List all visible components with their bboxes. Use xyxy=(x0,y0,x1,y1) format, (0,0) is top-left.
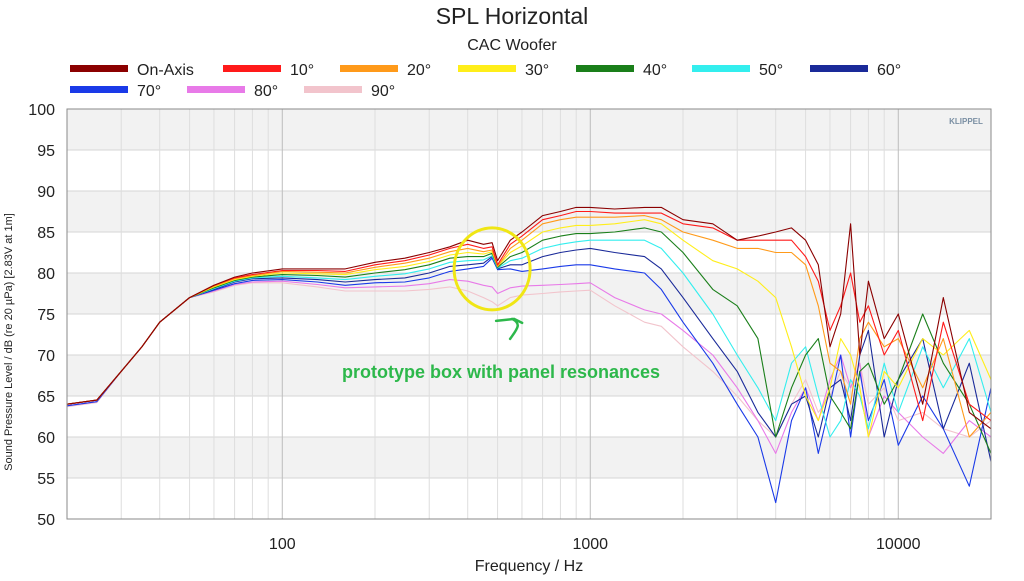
legend-swatch xyxy=(810,65,868,72)
legend-label: 60° xyxy=(877,62,901,79)
y-tick-label: 60 xyxy=(37,430,55,447)
y-tick-label: 65 xyxy=(37,389,55,406)
watermark-logo: KLIPPEL xyxy=(949,117,983,126)
y-tick-label: 95 xyxy=(37,143,55,160)
series-line-60 xyxy=(66,247,992,462)
legend-label: 90° xyxy=(371,83,395,100)
series-line-40 xyxy=(66,227,992,454)
legend-swatch xyxy=(692,65,750,72)
y-tick-label: 80 xyxy=(37,266,55,283)
y-tick-label: 50 xyxy=(37,512,55,529)
grid-band xyxy=(67,437,991,478)
chart-subtitle: CAC Woofer xyxy=(467,37,557,54)
plot-frame xyxy=(66,108,992,520)
series-line-70 xyxy=(66,257,992,504)
series-line-onaxis xyxy=(66,206,992,430)
y-tick-label: 85 xyxy=(37,225,55,242)
y-tick-label: 70 xyxy=(37,348,55,365)
x-tick-label: 100 xyxy=(269,536,296,553)
legend-label: 70° xyxy=(137,83,161,100)
legend-label: 50° xyxy=(759,62,783,79)
y-tick-label: 55 xyxy=(37,471,55,488)
legend-swatch xyxy=(223,65,281,72)
y-tick-label: 90 xyxy=(37,184,55,201)
legend-swatch xyxy=(576,65,634,72)
chart-title: SPL Horizontal xyxy=(436,3,589,29)
x-tick-label: 1000 xyxy=(572,536,608,553)
annotation-arrow xyxy=(494,317,524,341)
y-tick-label: 100 xyxy=(28,102,55,119)
annotation-circle xyxy=(452,226,532,312)
grid-band xyxy=(67,191,991,232)
legend-swatch xyxy=(70,65,128,72)
x-tick-label: 10000 xyxy=(876,536,921,553)
series-line-20 xyxy=(66,215,992,438)
annotation-text: prototype box with panel resonances xyxy=(342,362,660,382)
y-tick-label: 75 xyxy=(37,307,55,324)
legend-label: 10° xyxy=(290,62,314,79)
legend-label: 30° xyxy=(525,62,549,79)
x-axis-label: Frequency / Hz xyxy=(475,558,583,575)
grid-band xyxy=(67,109,991,150)
legend-label: 80° xyxy=(254,83,278,100)
legend-swatch xyxy=(458,65,516,72)
legend-swatch xyxy=(304,86,362,93)
series-line-50 xyxy=(66,239,992,438)
legend-label: 20° xyxy=(407,62,431,79)
legend-swatch xyxy=(340,65,398,72)
legend-swatch xyxy=(70,86,128,93)
series-line-10 xyxy=(66,210,992,422)
y-axis-label: Sound Pressure Level / dB (re 20 µPa) [2… xyxy=(3,213,15,471)
series-line-80 xyxy=(66,279,992,454)
legend-label: On-Axis xyxy=(137,62,194,79)
legend-swatch xyxy=(187,86,245,93)
legend-label: 40° xyxy=(643,62,667,79)
grid-band xyxy=(67,355,991,396)
series-line-30 xyxy=(66,219,992,438)
